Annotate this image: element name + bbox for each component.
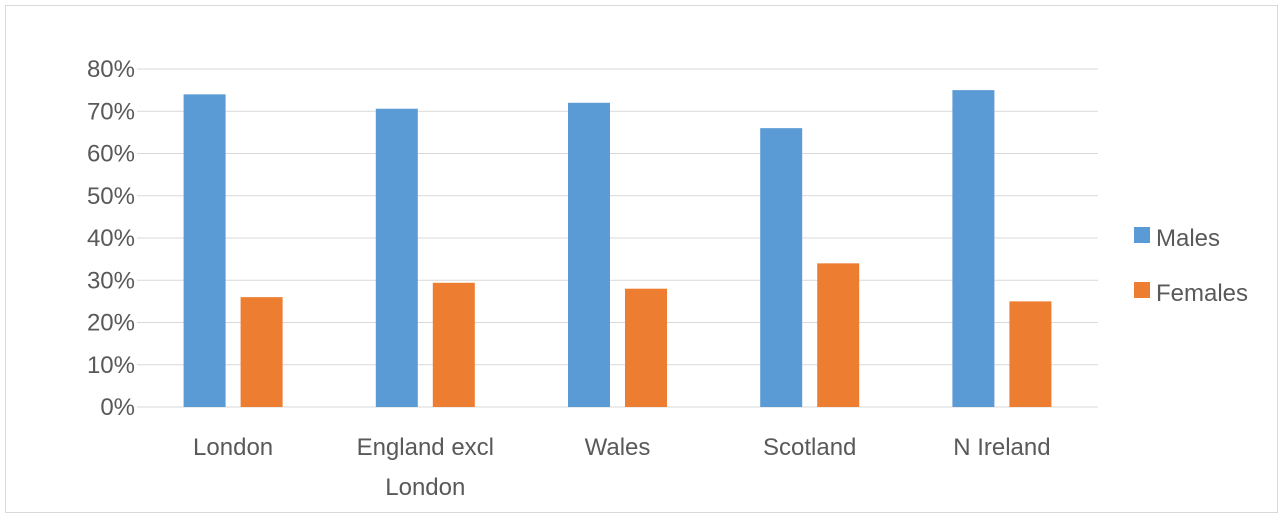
y-tick-label: 80% — [87, 56, 135, 83]
bar-males-2 — [568, 102, 610, 408]
bar-chart: 0% 10% 20% 30% 40% 50% 60% 70% 80% London England… — [87, 56, 1248, 501]
x-category-label: London — [193, 434, 273, 461]
bar-females-4 — [1009, 301, 1052, 407]
x-category-label: N Ireland — [953, 434, 1050, 461]
legend: Males Females — [1134, 225, 1248, 307]
bar-females-1 — [432, 282, 475, 407]
legend-swatch-males — [1134, 227, 1150, 243]
y-tick-label: 50% — [87, 183, 135, 210]
legend-swatch-females — [1134, 282, 1150, 298]
gridlines — [137, 68, 1098, 408]
y-tick-label: 70% — [87, 98, 135, 125]
y-tick-label: 60% — [87, 141, 135, 168]
y-tick-label: 0% — [100, 394, 135, 421]
y-tick-label: 20% — [87, 310, 135, 337]
x-category-label: England excl — [357, 434, 494, 461]
bars — [183, 90, 1052, 408]
legend-label-males: Males — [1156, 225, 1220, 252]
x-category-label: Scotland — [763, 434, 856, 461]
bar-males-4 — [952, 90, 995, 407]
bar-females-0 — [240, 297, 283, 407]
x-axis-category-labels: London England excl London Wales Scotland N I… — [193, 434, 1051, 501]
y-axis-tick-labels: 0% 10% 20% 30% 40% 50% 60% 70% 80% — [87, 56, 135, 421]
bar-females-2 — [625, 288, 667, 407]
bar-males-0 — [183, 94, 226, 407]
bar-females-3 — [817, 263, 860, 407]
y-tick-label: 30% — [87, 267, 135, 294]
bar-males-3 — [760, 128, 803, 407]
chart-frame: 0% 10% 20% 30% 40% 50% 60% 70% 80% London England… — [5, 5, 1278, 513]
x-category-label: London — [385, 474, 465, 501]
bar-males-1 — [375, 108, 418, 407]
y-tick-label: 10% — [87, 352, 135, 379]
y-tick-label: 40% — [87, 225, 135, 252]
x-category-label: Wales — [585, 434, 651, 461]
legend-label-females: Females — [1156, 280, 1248, 307]
